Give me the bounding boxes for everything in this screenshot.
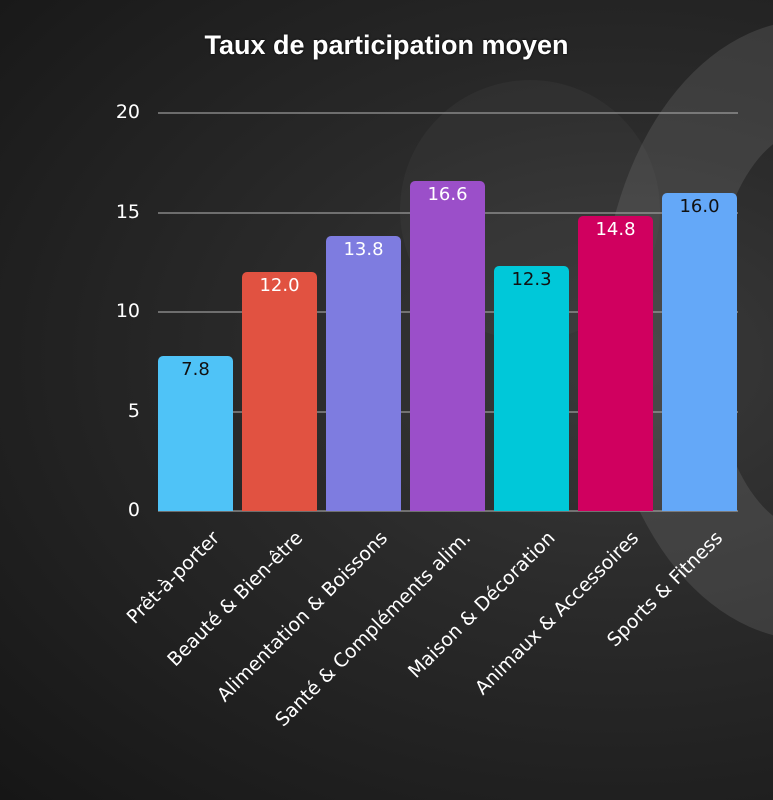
- y-tick-15: 15: [115, 201, 140, 223]
- gridline-0: [158, 510, 738, 512]
- gridline-20: [158, 112, 738, 114]
- bar-value-label: 7.8: [181, 359, 210, 380]
- x-axis-label: Animaux & Accessoires: [470, 527, 643, 700]
- chart-title: Taux de participation moyen: [204, 30, 569, 60]
- y-tick-10: 10: [115, 300, 140, 322]
- bar-1: 7.8: [158, 356, 233, 511]
- y-tick-5: 5: [127, 400, 140, 422]
- bar-6: 14.8: [578, 216, 653, 511]
- x-axis-label: Maison & Décoration: [403, 527, 560, 683]
- bar-value-label: 14.8: [595, 219, 636, 240]
- bar-value-label: 13.8: [343, 239, 384, 260]
- x-axis-label: Alimentation & Boissons: [212, 527, 392, 707]
- bar-5: 12.3: [494, 266, 569, 511]
- y-tick-0: 0: [127, 499, 140, 521]
- bar-value-label: 12.0: [259, 275, 300, 296]
- y-tick-20: 20: [115, 101, 140, 123]
- bar-value-label: 12.3: [511, 269, 552, 290]
- bar-value-label: 16.0: [679, 196, 720, 217]
- bar-3: 13.8: [326, 236, 401, 511]
- bar-7: 16.0: [662, 193, 737, 511]
- bar-value-label: 16.6: [427, 184, 468, 205]
- bar-4: 16.6: [410, 181, 485, 511]
- bar-2: 12.0: [242, 272, 317, 511]
